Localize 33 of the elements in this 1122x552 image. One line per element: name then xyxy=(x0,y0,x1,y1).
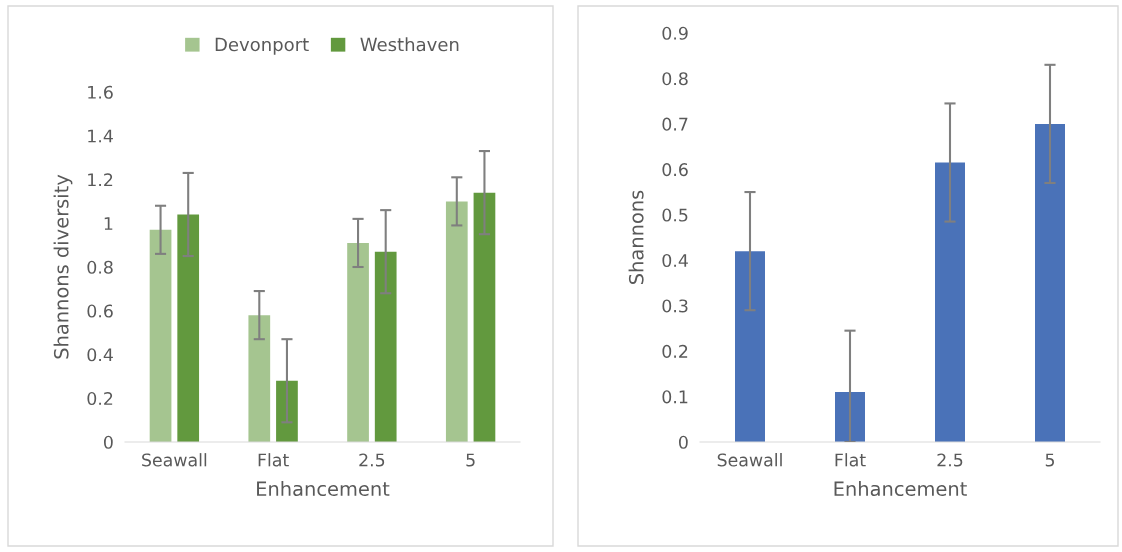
y-tick-label: 0.4 xyxy=(87,348,113,362)
x-tick-label: 5 xyxy=(466,453,475,467)
y-axis-title: Shannons diversity xyxy=(53,174,73,359)
y-axis-title: Shannons xyxy=(628,190,644,285)
y-tick-label: 0.4 xyxy=(662,253,688,268)
y-tick-label: 0.3 xyxy=(662,299,688,313)
y-tick-label: 1.6 xyxy=(88,85,113,99)
y-tick-label: 0.7 xyxy=(662,117,688,131)
x-axis-title: Enhancement xyxy=(834,481,967,497)
y-tick-label: 0.6 xyxy=(662,163,688,177)
x-tick-label: 2.5 xyxy=(359,453,385,467)
x-tick-label: 5 xyxy=(1045,453,1055,467)
y-tick-label: 0.2 xyxy=(662,344,688,358)
y-tick-label: 0.1 xyxy=(662,390,688,404)
y-tick-label: 0.6 xyxy=(87,304,113,318)
y-tick-label: 0.2 xyxy=(87,391,113,406)
y-tick-label: 0.5 xyxy=(662,208,688,222)
y-tick-label: 0.8 xyxy=(87,260,113,274)
x-tick-label: 2.5 xyxy=(937,453,963,467)
legend-label: Westhaven xyxy=(360,37,459,52)
y-tick-label: 1 xyxy=(104,217,113,230)
y-tick-label: 0 xyxy=(103,435,113,449)
x-tick-label: Seawall xyxy=(717,453,782,467)
y-tick-label: 1.2 xyxy=(88,173,113,187)
x-tick-label: Seawall xyxy=(142,453,207,467)
x-axis-title: Enhancement xyxy=(257,481,390,497)
y-tick-label: 1.4 xyxy=(88,129,113,143)
x-tick-label: Flat xyxy=(258,453,289,467)
y-tick-label: 0 xyxy=(678,435,688,449)
legend-label: Devonport xyxy=(215,37,309,55)
y-tick-label: 0.8 xyxy=(662,72,688,86)
y-tick-label: 0.9 xyxy=(662,26,688,40)
x-tick-label: Flat xyxy=(835,453,866,467)
